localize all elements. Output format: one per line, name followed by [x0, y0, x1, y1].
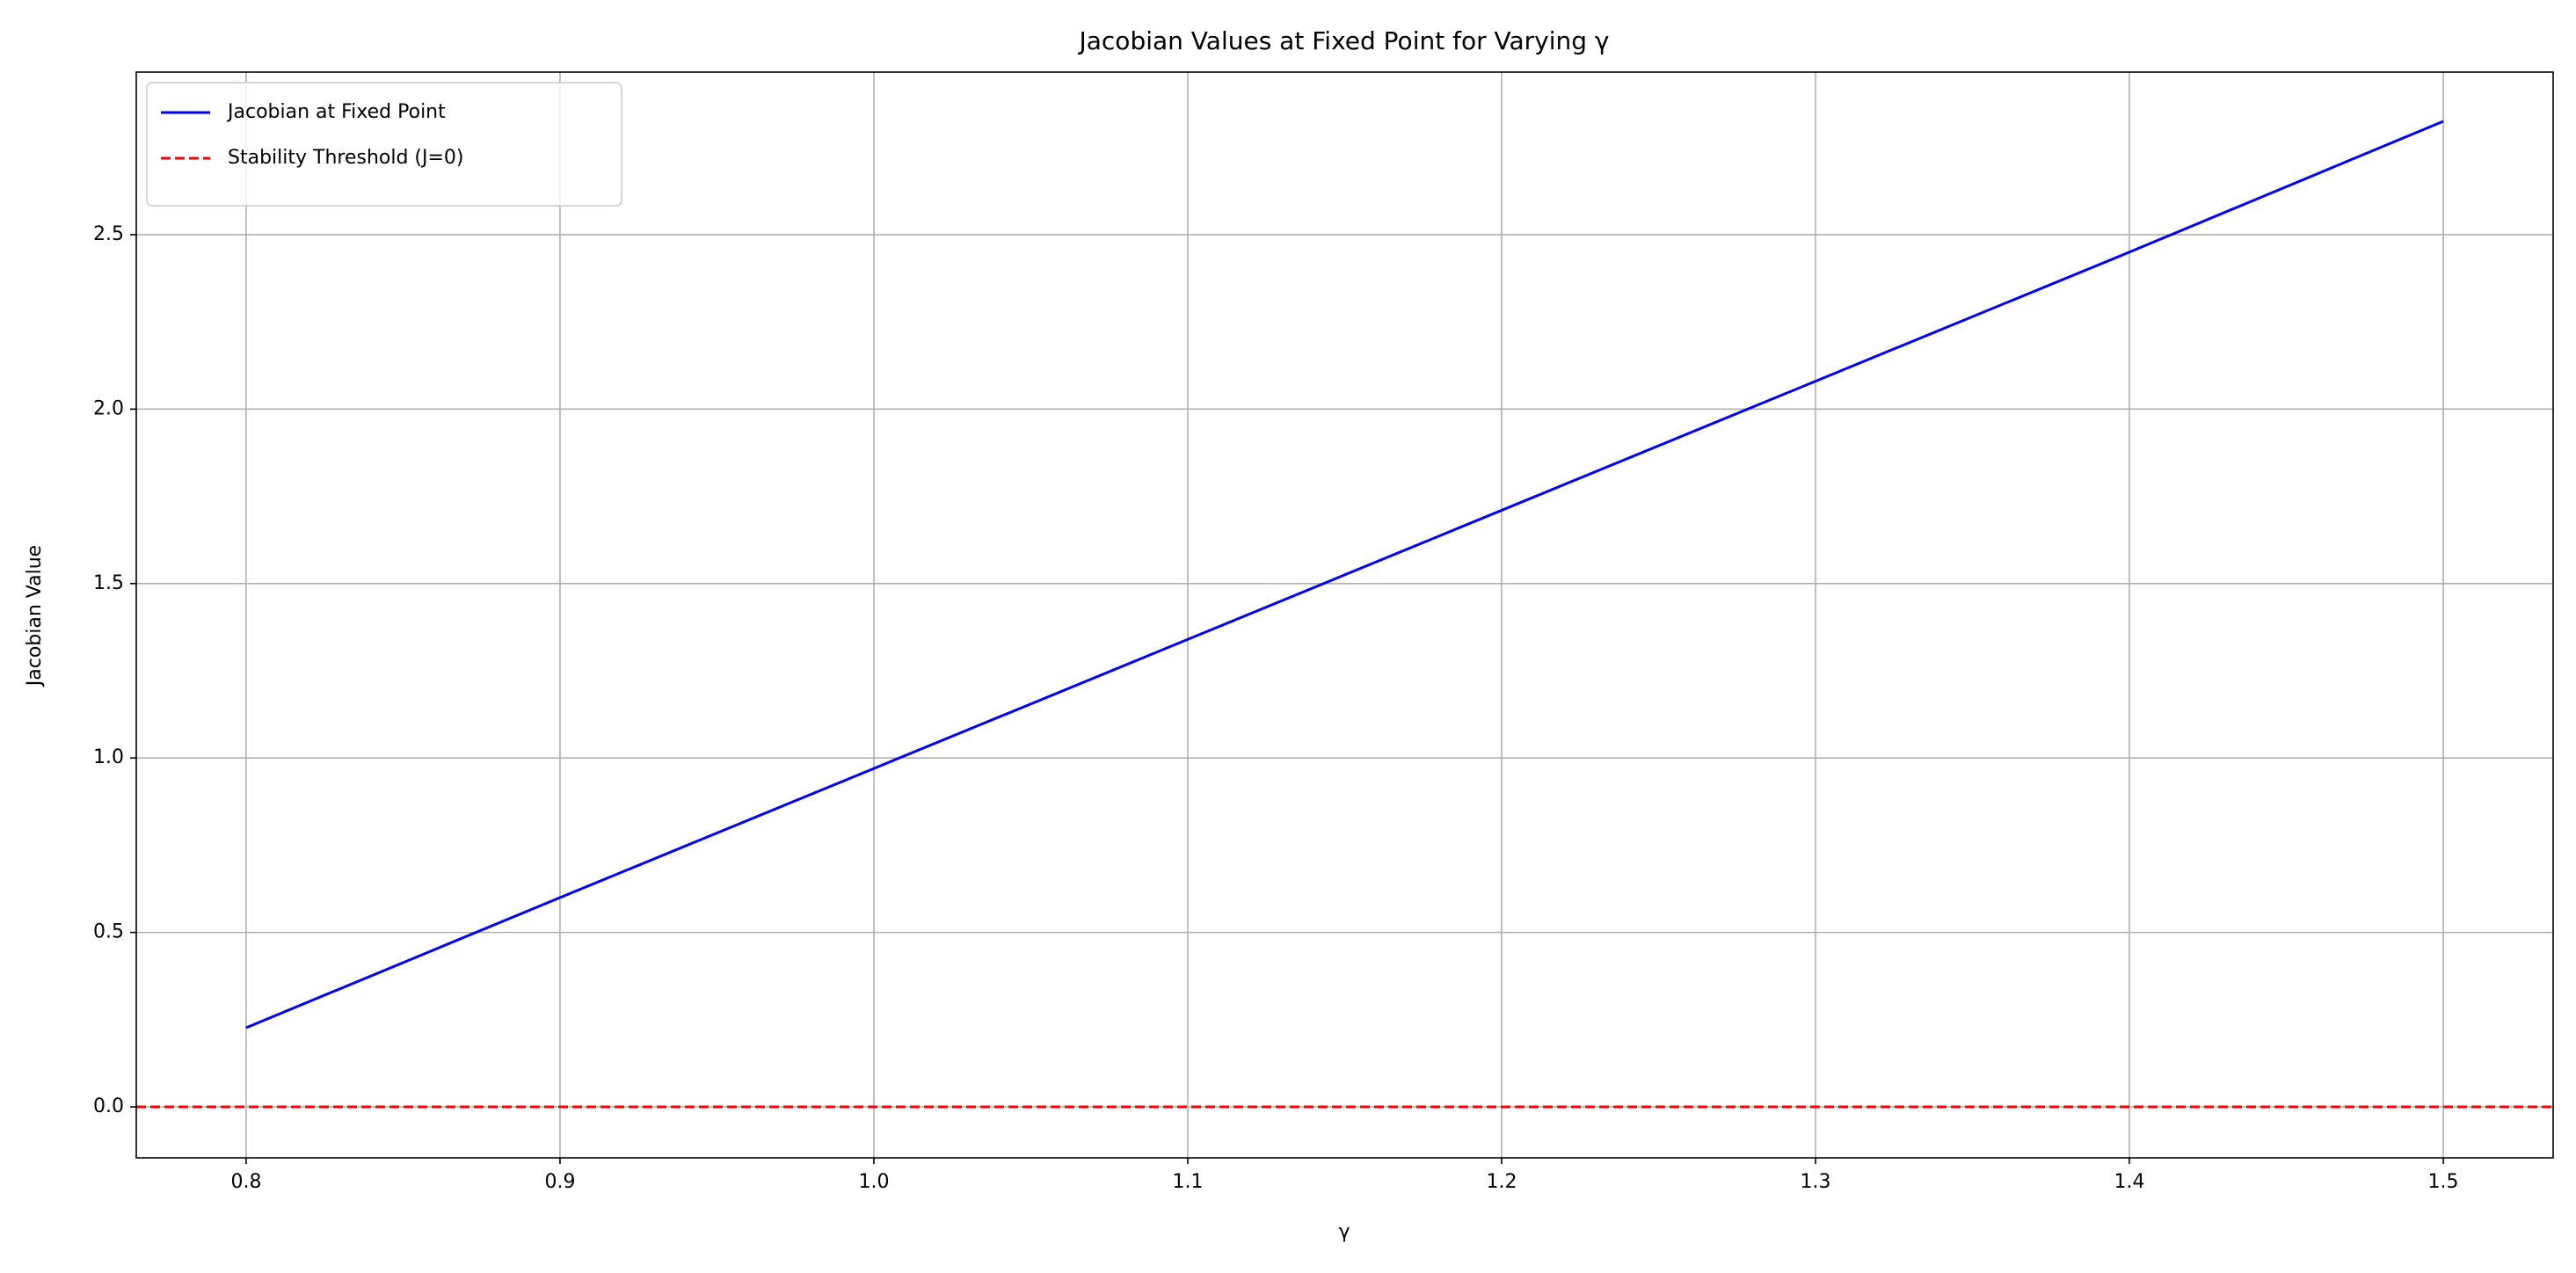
data-line — [245, 120, 2444, 1029]
y-axis-label: Jacobian Value — [24, 545, 46, 687]
x-tick-label: 1.0 — [858, 1171, 889, 1193]
legend-box — [146, 82, 622, 207]
y-tick-label: 1.0 — [93, 746, 124, 768]
chart-title: Jacobian Values at Fixed Point for Varyi… — [1078, 26, 1610, 55]
y-tick-label: 1.5 — [93, 572, 124, 594]
x-axis-label: γ — [1338, 1221, 1350, 1243]
x-tick-label: 1.5 — [2428, 1171, 2459, 1193]
legend: Jacobian at Fixed Point Stability Thresho… — [146, 82, 622, 207]
legend-label: Jacobian at Fixed Point — [226, 101, 446, 123]
x-tick-label: 1.2 — [1487, 1171, 1517, 1193]
y-tick-label: 2.0 — [93, 397, 124, 419]
y-tick-label: 0.5 — [93, 921, 124, 943]
y-tick-label: 0.0 — [93, 1095, 124, 1117]
axes-frame — [135, 71, 2554, 1159]
x-tick-label: 1.1 — [1172, 1171, 1203, 1193]
x-tick-label: 0.9 — [544, 1171, 575, 1193]
x-tick-label: 1.4 — [2114, 1171, 2145, 1193]
y-tick-label: 2.5 — [93, 223, 124, 245]
plot-area — [136, 120, 2553, 1109]
x-tick-label: 0.8 — [230, 1171, 261, 1193]
legend-label: Stability Threshold (J=0) — [228, 147, 464, 169]
x-tick-label: 1.3 — [1801, 1171, 1831, 1193]
